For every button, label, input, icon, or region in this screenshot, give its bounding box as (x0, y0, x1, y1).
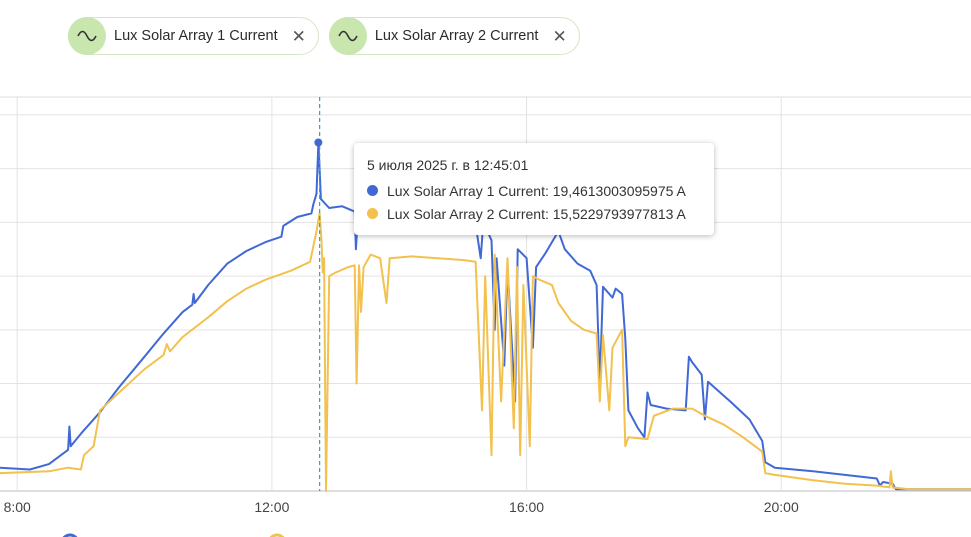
series-chip-array1[interactable]: Lux Solar Array 1 Current ✕ (68, 17, 319, 55)
close-icon[interactable]: ✕ (291, 26, 306, 46)
legend-dot-array2 (269, 533, 285, 537)
tooltip-title: 5 июля 2025 г. в 12:45:01 (367, 157, 529, 173)
cursor-point (314, 138, 323, 147)
series-chip-array2[interactable]: Lux Solar Array 2 Current ✕ (328, 17, 580, 55)
sine-wave-icon (68, 17, 106, 55)
series-chip-label: Lux Solar Array 1 Current (114, 28, 278, 44)
tooltip-row-text: Lux Solar Array 1 Current: 19,4613003095… (387, 182, 686, 199)
x-tick-label: 16:00 (509, 499, 544, 515)
series-line-2 (0, 212, 971, 492)
chart-tooltip: 5 июля 2025 г. в 12:45:01 Lux Solar Arra… (354, 143, 714, 235)
tooltip-row-array2: Lux Solar Array 2 Current: 15,5229793977… (367, 202, 702, 225)
x-tick-label: 20:00 (764, 499, 799, 515)
tooltip-row-array1: Lux Solar Array 1 Current: 19,4613003095… (367, 179, 702, 202)
tooltip-row-text: Lux Solar Array 2 Current: 15,5229793977… (387, 205, 686, 222)
x-tick-label: 12:00 (254, 499, 289, 515)
x-tick-label: 8:00 (4, 499, 31, 515)
sine-wave-icon (328, 17, 367, 55)
series-color-dot (367, 185, 378, 196)
series-chip-label: Lux Solar Array 2 Current (374, 28, 539, 44)
series-chip-bar: Lux Solar Array 1 Current ✕ Lux Solar Ar… (68, 17, 580, 55)
close-icon[interactable]: ✕ (552, 26, 567, 46)
x-axis-labels: 8:00 12:00 16:00 20:00 (4, 499, 799, 515)
series-color-dot (367, 208, 378, 219)
chart-cursor (314, 97, 323, 491)
chart-series (0, 141, 971, 492)
legend-dot-array1 (62, 533, 78, 537)
legend (62, 533, 285, 537)
